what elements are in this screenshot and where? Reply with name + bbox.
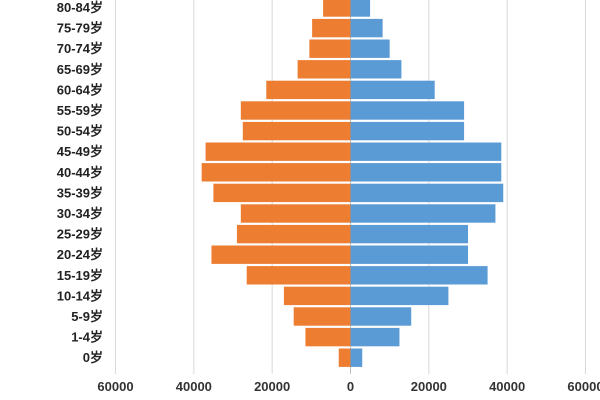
bar-left-8 [213, 183, 351, 203]
category-label: 55-59岁 [57, 103, 103, 118]
bar-left-3 [283, 286, 351, 306]
bar-right-2 [350, 307, 412, 326]
bar-left-15 [309, 39, 351, 58]
bar-left-6 [236, 224, 351, 244]
category-label: 40-44岁 [57, 165, 103, 180]
category-label: 45-49岁 [57, 144, 103, 159]
category-label: 65-69岁 [57, 62, 103, 77]
category-label: 30-34岁 [57, 206, 103, 221]
bar-left-10 [205, 142, 351, 161]
category-label: 0岁 [83, 350, 103, 365]
bar-right-9 [350, 163, 502, 182]
bar-right-17 [350, 0, 371, 17]
bar-left-5 [211, 245, 351, 264]
bar-right-13 [350, 80, 435, 100]
bar-left-0 [338, 348, 351, 367]
category-label: 1-4岁 [71, 330, 103, 345]
category-label: 15-19岁 [57, 268, 103, 283]
bar-left-13 [266, 80, 351, 100]
category-label: 5-9岁 [71, 309, 103, 324]
bar-left-9 [201, 163, 351, 182]
x-tick-label: 0 [347, 379, 354, 394]
bar-left-7 [240, 204, 351, 223]
bar-left-12 [240, 101, 351, 120]
category-label: 70-74岁 [57, 41, 103, 56]
bar-right-0 [350, 348, 363, 367]
bar-right-5 [350, 245, 468, 264]
bar-right-3 [350, 286, 449, 306]
bar-layer [201, 0, 504, 367]
bar-left-14 [297, 60, 351, 79]
bar-right-14 [350, 60, 402, 79]
category-label: 50-54岁 [57, 124, 103, 139]
category-label: 10-14岁 [57, 288, 103, 303]
bar-right-16 [350, 18, 383, 38]
bar-left-17 [323, 0, 351, 17]
bar-right-12 [350, 101, 465, 120]
bar-right-15 [350, 39, 390, 58]
bar-right-4 [350, 266, 488, 285]
x-axis-tick-labels: 60000 40000 20000 0 20000 40000 60000 [97, 379, 600, 394]
x-tick-label: 40000 [489, 379, 525, 394]
bar-right-10 [350, 142, 502, 161]
x-tick-label: 60000 [567, 379, 600, 394]
category-label: 75-79岁 [57, 21, 103, 36]
bar-right-8 [350, 183, 504, 203]
category-label: 25-29岁 [57, 227, 103, 242]
category-label: 80-84岁 [57, 0, 103, 15]
bar-left-11 [242, 121, 351, 141]
category-label: 20-24岁 [57, 247, 103, 262]
bar-right-11 [350, 121, 465, 141]
bar-right-6 [350, 224, 468, 244]
bar-left-2 [293, 307, 351, 326]
x-tick-label: 20000 [254, 379, 290, 394]
category-label: 60-64岁 [57, 82, 103, 97]
bar-left-16 [312, 18, 351, 38]
bar-right-1 [350, 327, 400, 347]
bar-left-1 [305, 327, 351, 347]
x-tick-label: 40000 [176, 379, 212, 394]
bar-left-4 [246, 266, 351, 285]
x-tick-label: 20000 [411, 379, 447, 394]
category-labels: 0岁 1-4岁 5-9岁 10-14岁 15-19岁 20-24岁 25-29岁 30-34岁… [57, 0, 103, 365]
bar-right-7 [350, 204, 496, 223]
x-tick-label: 60000 [97, 379, 133, 394]
category-label: 35-39岁 [57, 185, 103, 200]
